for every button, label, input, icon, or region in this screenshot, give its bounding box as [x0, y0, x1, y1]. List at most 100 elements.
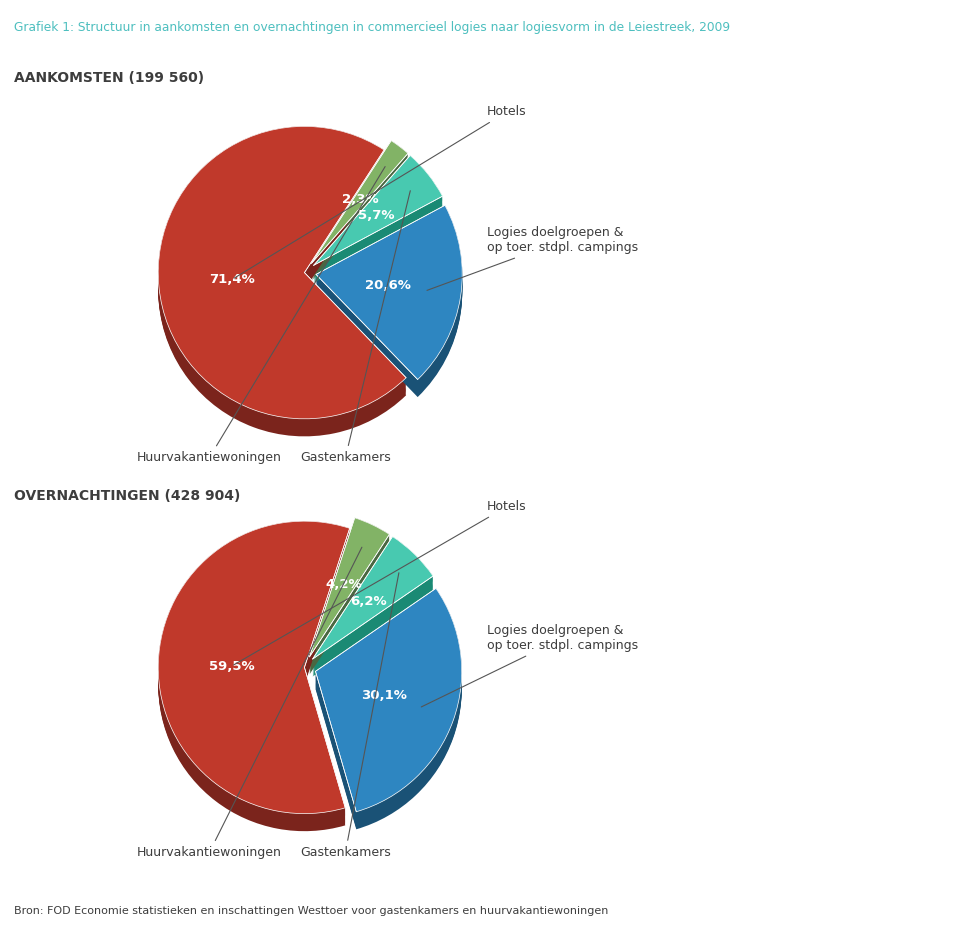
Wedge shape [158, 537, 349, 829]
Text: 20,6%: 20,6% [366, 279, 411, 292]
Wedge shape [312, 158, 408, 281]
Wedge shape [309, 535, 390, 674]
Wedge shape [314, 155, 443, 265]
Text: Logies doelgroepen &
op toer. stdpl. campings: Logies doelgroepen & op toer. stdpl. cam… [421, 624, 638, 707]
Wedge shape [313, 541, 433, 664]
Wedge shape [309, 519, 390, 658]
Wedge shape [158, 529, 349, 822]
Text: 6,2%: 6,2% [350, 595, 387, 608]
Wedge shape [309, 523, 390, 662]
Wedge shape [309, 529, 390, 668]
Wedge shape [316, 597, 462, 820]
Wedge shape [312, 153, 408, 276]
Text: Gastenkamers: Gastenkamers [300, 572, 399, 859]
Wedge shape [312, 141, 408, 263]
Wedge shape [316, 208, 463, 382]
Wedge shape [312, 155, 408, 277]
Text: 5,7%: 5,7% [358, 209, 395, 222]
Text: 11: 11 [913, 903, 938, 922]
Wedge shape [158, 137, 406, 430]
Wedge shape [312, 149, 408, 272]
Wedge shape [158, 521, 349, 814]
Wedge shape [158, 135, 406, 429]
Wedge shape [316, 603, 462, 825]
Wedge shape [314, 164, 443, 274]
Wedge shape [158, 133, 406, 426]
Wedge shape [158, 126, 406, 419]
Text: 30,1%: 30,1% [361, 689, 407, 702]
Text: Hotels: Hotels [234, 500, 527, 665]
Wedge shape [313, 554, 433, 677]
Wedge shape [313, 537, 433, 659]
Wedge shape [314, 168, 443, 278]
Wedge shape [316, 594, 462, 818]
Text: 71,4%: 71,4% [209, 274, 254, 286]
Wedge shape [314, 162, 443, 271]
Wedge shape [158, 138, 406, 431]
Wedge shape [316, 592, 462, 815]
Wedge shape [158, 140, 406, 432]
Text: Gastenkamers: Gastenkamers [300, 191, 410, 464]
Wedge shape [312, 143, 408, 266]
Wedge shape [312, 141, 408, 263]
Wedge shape [309, 533, 390, 672]
Wedge shape [309, 527, 390, 666]
Wedge shape [158, 525, 349, 819]
Wedge shape [313, 542, 433, 665]
Wedge shape [313, 551, 433, 673]
Wedge shape [309, 518, 390, 657]
Wedge shape [312, 146, 408, 268]
Text: AANKOMSTEN (199 560): AANKOMSTEN (199 560) [14, 70, 204, 85]
Wedge shape [314, 171, 443, 280]
Wedge shape [316, 213, 463, 387]
Text: Logies doelgroepen &
op toer. stdpl. campings: Logies doelgroepen & op toer. stdpl. cam… [427, 227, 638, 290]
Wedge shape [316, 217, 463, 391]
Wedge shape [158, 525, 349, 817]
Wedge shape [312, 150, 408, 273]
Wedge shape [314, 159, 443, 269]
Wedge shape [314, 172, 443, 282]
Wedge shape [312, 142, 408, 264]
Wedge shape [309, 525, 390, 664]
Wedge shape [312, 157, 408, 280]
Text: Huurvakantiewoningen: Huurvakantiewoningen [137, 166, 385, 464]
Wedge shape [158, 139, 406, 431]
Wedge shape [316, 205, 463, 380]
Text: Grafiek 1: Structuur in aankomsten en overnachtingen in commercieel logies naar : Grafiek 1: Structuur in aankomsten en ov… [14, 21, 731, 34]
Wedge shape [312, 144, 408, 267]
Wedge shape [313, 538, 433, 660]
Wedge shape [158, 539, 349, 831]
Wedge shape [158, 533, 349, 825]
Wedge shape [316, 216, 463, 390]
Wedge shape [316, 222, 463, 396]
Text: 59,5%: 59,5% [208, 660, 254, 673]
Text: 2,3%: 2,3% [342, 193, 378, 206]
Wedge shape [316, 221, 463, 395]
Wedge shape [316, 602, 462, 824]
Wedge shape [313, 552, 433, 674]
Wedge shape [158, 527, 349, 820]
Wedge shape [158, 143, 406, 435]
Wedge shape [158, 129, 406, 421]
Wedge shape [158, 534, 349, 826]
Wedge shape [314, 158, 443, 268]
Wedge shape [158, 130, 406, 422]
Wedge shape [313, 553, 433, 676]
Wedge shape [309, 522, 390, 661]
Wedge shape [314, 155, 443, 265]
Wedge shape [158, 528, 349, 821]
Wedge shape [314, 167, 443, 277]
Wedge shape [316, 590, 462, 814]
Wedge shape [316, 207, 463, 381]
Wedge shape [313, 548, 433, 671]
Wedge shape [309, 520, 390, 659]
Text: Hotels: Hotels [234, 105, 527, 278]
Wedge shape [158, 134, 406, 427]
Wedge shape [158, 126, 406, 419]
Wedge shape [316, 219, 463, 394]
Wedge shape [309, 531, 390, 669]
Wedge shape [316, 606, 462, 829]
Wedge shape [316, 589, 462, 813]
Wedge shape [316, 604, 462, 828]
Wedge shape [313, 546, 433, 668]
